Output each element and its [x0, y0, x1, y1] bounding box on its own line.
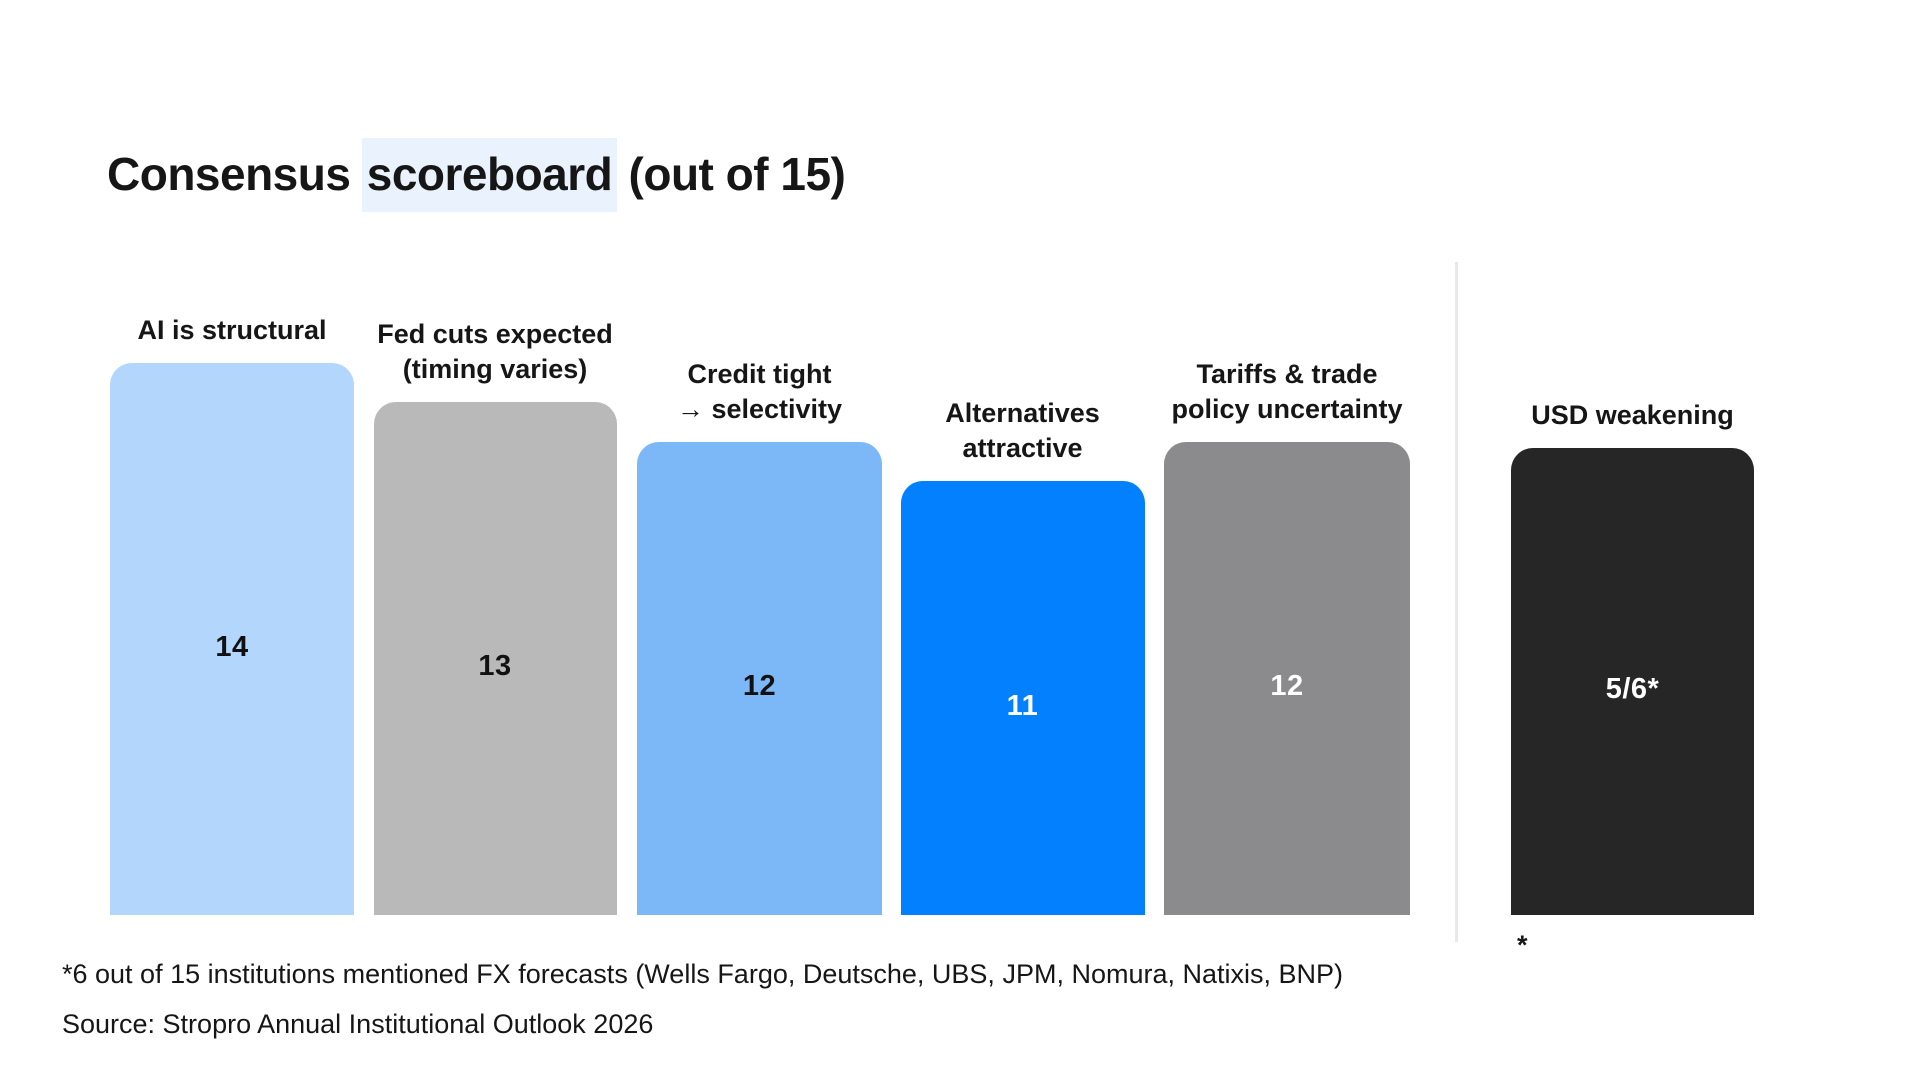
bar-value-tariffs-trade-policy-uncertainty: 12 [1270, 670, 1304, 702]
bar-category-label-ai-is-structural: AI is structural [70, 313, 394, 348]
bar-fed-cuts-expected-timing-varies: 13 [373, 402, 617, 915]
bar-category-label-line: Tariffs & trade [1196, 359, 1378, 389]
title-highlighted-word: scoreboard [361, 138, 618, 212]
bar-alternatives-attractive: 11 [900, 481, 1145, 915]
bar-category-label-line: AI is structural [137, 315, 327, 345]
bar-category-label-line: USD weakening [1531, 400, 1734, 430]
title-suffix: (out of 15) [616, 148, 846, 200]
bar-value-credit-tight-selectivity: 12 [742, 670, 777, 702]
footnote-fx-institutions: *6 out of 15 institutions mentioned FX f… [62, 959, 1343, 989]
bar-category-label-alternatives-attractive: Alternatives attractive [861, 396, 1185, 466]
bar-category-label-line: attractive [962, 433, 1083, 463]
usd-bar-footnote-marker: * [1517, 930, 1528, 960]
bar-category-label-line: policy uncertainty [1171, 394, 1403, 424]
bar-credit-tight-selectivity: 12 [637, 442, 882, 915]
bar-category-label-line: → selectivity [676, 394, 843, 424]
bar-usd-weakening: 5/6* [1511, 448, 1754, 915]
footnote-block: *6 out of 15 institutions mentioned FX f… [62, 958, 1343, 1058]
bar-value-alternatives-attractive: 11 [1006, 689, 1039, 722]
bar-ai-is-structural: 14 [110, 363, 354, 915]
bar-category-label-fed-cuts-expected-timing-varies: Fed cuts expected (timing varies) [334, 317, 657, 387]
vertical-divider-line [1455, 262, 1458, 942]
bar-category-label-line: (timing varies) [402, 354, 588, 384]
bar-value-usd-weakening: 5/6* [1605, 673, 1660, 705]
bar-tariffs-trade-policy-uncertainty: 12 [1164, 442, 1410, 915]
bar-category-label-line: Credit tight [687, 359, 832, 389]
page-title: Consensus scoreboard (out of 15) [107, 138, 846, 212]
bar-category-label-tariffs-trade-policy-uncertainty: Tariffs & trade policy uncertainty [1124, 357, 1450, 427]
bar-value-ai-is-structural: 14 [215, 630, 249, 663]
bar-category-label-credit-tight-selectivity: Credit tight → selectivity [597, 357, 922, 427]
bar-value-fed-cuts-expected-timing-varies: 13 [478, 650, 512, 682]
bar-category-label-line: Alternatives [945, 398, 1100, 428]
title-prefix: Consensus [107, 148, 363, 200]
footnote-source: Source: Stropro Annual Institutional Out… [62, 1009, 654, 1039]
bar-category-label-line: Fed cuts expected [377, 319, 613, 349]
bar-category-label-usd-weakening: USD weakening [1471, 398, 1794, 433]
